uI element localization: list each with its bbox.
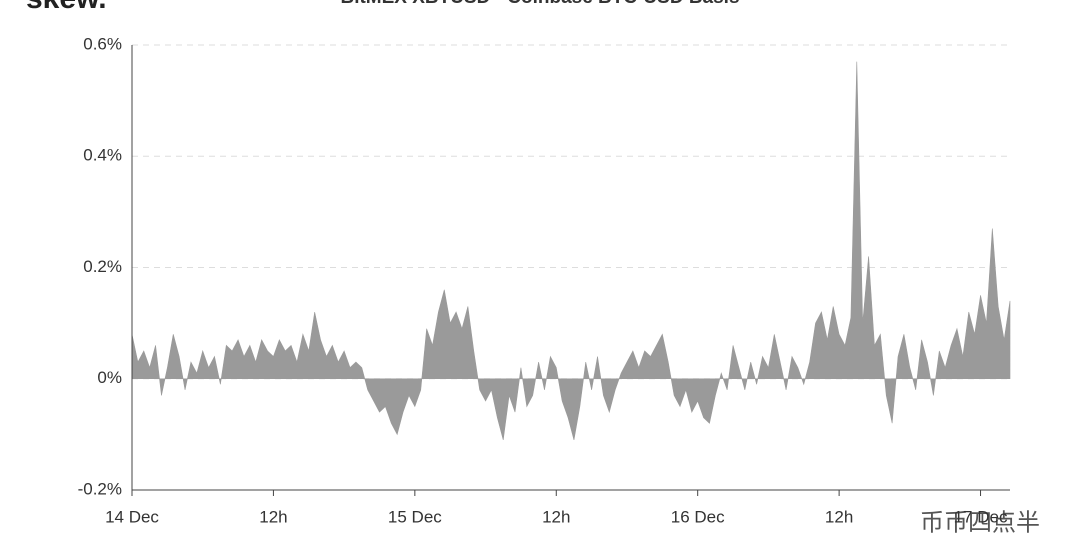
x-tick-label: 15 Dec: [388, 507, 442, 526]
chart-title: BitMEX XBTUSD - Coinbase BTC-USD Basis: [340, 0, 739, 8]
x-tick-label: 17 Dec: [954, 507, 1008, 526]
x-tick-label: 16 Dec: [671, 507, 725, 526]
area: [131, 61, 1011, 441]
x-tick-label: 12h: [259, 507, 287, 526]
x-tick-label: 12h: [542, 507, 570, 526]
watermark: 币币四点半: [920, 509, 1040, 536]
y-tick-label: 0.6%: [83, 34, 122, 53]
x-tick-label: 14 Dec: [105, 507, 159, 526]
x-tick-label: 12h: [825, 507, 853, 526]
y-tick-label: 0.4%: [83, 146, 122, 165]
y-tick-label: 0%: [97, 368, 122, 387]
brand-logo: skew.: [26, 0, 107, 15]
y-tick-label: 0.2%: [83, 257, 122, 276]
y-tick-label: -0.2%: [78, 479, 122, 498]
